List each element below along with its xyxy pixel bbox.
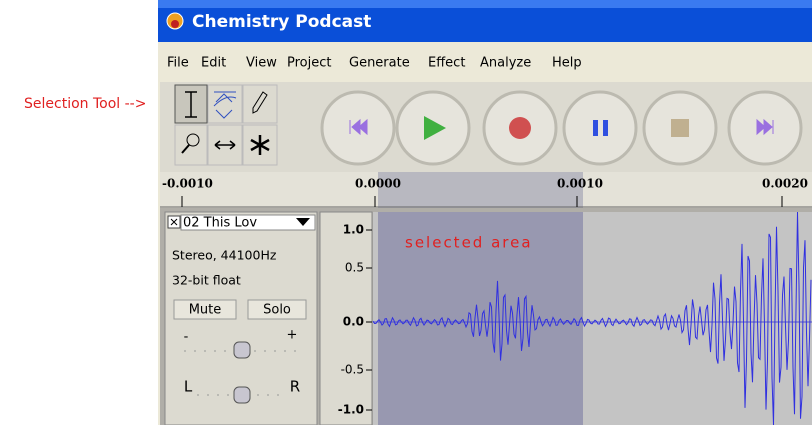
track-format: Stereo, 44100Hz (172, 248, 277, 263)
ruler-label: 0.0010 (557, 177, 603, 191)
page: Chemistry Podcast File Edit View Project Gen… (0, 0, 812, 425)
window-title: Chemistry Podcast (192, 12, 371, 32)
draw-tool[interactable] (243, 85, 277, 123)
scale-label: 0.5 (345, 261, 364, 275)
pan-left: L (184, 378, 193, 396)
selection-label: selected area (405, 234, 533, 252)
gain-max: + (287, 328, 298, 343)
gain-thumb[interactable] (234, 342, 250, 358)
solo-label: Solo (263, 303, 291, 318)
menu-item[interactable]: Analyze (480, 56, 531, 71)
annotation: Selection Tool --> (24, 96, 146, 112)
track-sample: 32-bit float (172, 273, 241, 288)
record-icon (509, 117, 531, 139)
pan-thumb[interactable] (234, 387, 250, 403)
screenshot: Chemistry Podcast File Edit View Project Gen… (0, 0, 812, 425)
menu-item[interactable]: Generate (349, 56, 410, 71)
menu-item[interactable]: Help (552, 56, 582, 71)
track-name: 02 This Lov (183, 216, 257, 231)
scale-label: 0.0 (343, 315, 364, 329)
pan-right: R (290, 378, 300, 396)
stop-icon (671, 119, 689, 137)
menu-item[interactable]: View (246, 56, 277, 71)
ruler-label: 0.0020 (762, 177, 808, 191)
ruler-label: -0.0010 (162, 177, 213, 191)
ruler-label: 0.0000 (355, 177, 401, 191)
menu-item[interactable]: Edit (201, 56, 226, 71)
scale-label: -1.0 (338, 403, 364, 417)
scale-label: -0.5 (341, 363, 364, 377)
mute-label: Mute (189, 303, 222, 318)
menu-item[interactable]: Effect (428, 56, 465, 71)
ruler-selection (378, 172, 583, 208)
title-bar-highlight (158, 0, 812, 8)
menu-item[interactable]: File (167, 56, 189, 71)
zoom-tool[interactable] (175, 125, 207, 165)
app-icon-dot (171, 20, 179, 28)
transport-button[interactable] (564, 92, 636, 164)
gain-min: - (184, 330, 189, 345)
scale-label: 1.0 (343, 223, 364, 237)
menu-item[interactable]: Project (287, 56, 331, 71)
